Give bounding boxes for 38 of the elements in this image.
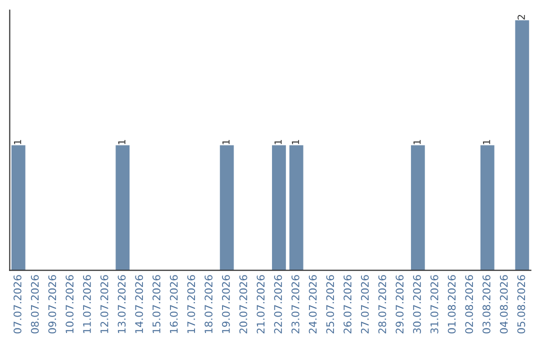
x-tick-label: 10.07.2026 <box>66 275 74 333</box>
x-tick-label: 22.07.2026 <box>274 275 282 334</box>
x-tick-label: 11.07.2026 <box>83 275 91 333</box>
x-tick-label: 16.07.2026 <box>170 275 178 333</box>
x-tick-label: 20.07.2026 <box>239 275 248 334</box>
x-tick-label: 18.07.2026 <box>204 275 212 333</box>
x-tick-label: 02.08.2026 <box>465 275 474 334</box>
x-tick-label: 03.08.2026 <box>482 275 490 334</box>
data-label: 1 <box>274 140 282 144</box>
x-tick-label: 26.07.2026 <box>344 275 352 334</box>
x-tick-label: 01.08.2026 <box>448 275 456 334</box>
x-tick-label: 23.07.2026 <box>291 275 300 334</box>
x-tick-label: 31.07.2026 <box>430 275 438 334</box>
data-label: 1 <box>118 140 126 144</box>
data-label: 1 <box>292 140 300 144</box>
x-tick-label: 07.07.2026 <box>14 275 22 334</box>
data-label: 1 <box>222 140 230 144</box>
x-tick-label: 29.07.2026 <box>396 275 404 334</box>
x-tick-label: 17.07.2026 <box>187 275 196 333</box>
x-tick-label: 05.08.2026 <box>517 275 526 334</box>
data-label: 2 <box>518 14 525 20</box>
x-tick-label: 19.07.2026 <box>222 275 230 333</box>
x-tick-label: 30.07.2026 <box>413 275 421 334</box>
x-tick-label: 04.08.2026 <box>500 275 508 334</box>
x-tick-label: 12.07.2026 <box>100 275 108 333</box>
x-tick-label: 28.07.2026 <box>378 275 386 334</box>
data-label: 1 <box>14 140 22 144</box>
x-tick-label: 21.07.2026 <box>256 275 265 334</box>
x-tick-label: 25.07.2026 <box>326 275 334 334</box>
data-label: 1 <box>414 140 421 144</box>
data-label: 1 <box>482 140 490 144</box>
x-tick-label: 27.07.2026 <box>360 275 369 334</box>
x-tick-label: 24.07.2026 <box>308 275 317 334</box>
x-tick-label: 15.07.2026 <box>152 275 160 333</box>
x-tick-label: 08.07.2026 <box>30 275 39 334</box>
x-tick-label: 14.07.2026 <box>135 275 144 333</box>
x-tick-label: 13.07.2026 <box>118 275 126 333</box>
x-tick-label: 09.07.2026 <box>48 275 56 334</box>
